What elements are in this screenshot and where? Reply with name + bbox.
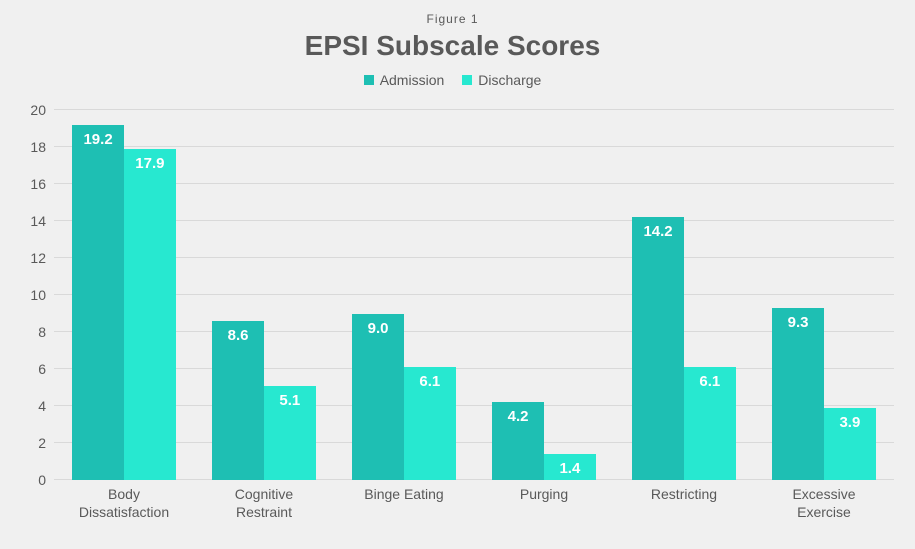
y-tick-label: 10 bbox=[14, 287, 54, 303]
bar: 8.6 bbox=[212, 321, 264, 480]
bar: 19.2 bbox=[72, 125, 124, 480]
bar: 1.4 bbox=[544, 454, 596, 480]
bar-value-label: 14.2 bbox=[632, 223, 684, 240]
bar-value-label: 6.1 bbox=[684, 373, 736, 390]
y-tick-label: 6 bbox=[14, 361, 54, 377]
y-tick-label: 16 bbox=[14, 176, 54, 192]
legend: Admission Discharge bbox=[10, 72, 895, 88]
bar-value-label: 19.2 bbox=[72, 131, 124, 148]
bar: 17.9 bbox=[124, 149, 176, 480]
bar: 4.2 bbox=[492, 402, 544, 480]
bar-value-label: 1.4 bbox=[544, 460, 596, 477]
legend-label: Discharge bbox=[478, 72, 541, 88]
y-tick-label: 4 bbox=[14, 398, 54, 414]
bar-value-label: 17.9 bbox=[124, 155, 176, 172]
bar-value-label: 6.1 bbox=[404, 373, 456, 390]
bar-value-label: 3.9 bbox=[824, 414, 876, 431]
x-axis-label: Restricting bbox=[614, 480, 754, 504]
bar-value-label: 9.0 bbox=[352, 320, 404, 337]
bar-value-label: 4.2 bbox=[492, 408, 544, 425]
plot-area: 0246810121416182019.217.9BodyDissatisfac… bbox=[54, 110, 894, 480]
bar-value-label: 8.6 bbox=[212, 327, 264, 344]
bar-value-label: 5.1 bbox=[264, 392, 316, 409]
figure-label: Figure 1 bbox=[10, 12, 895, 26]
y-tick-label: 8 bbox=[14, 324, 54, 340]
chart-title: EPSI Subscale Scores bbox=[10, 30, 895, 62]
y-tick-label: 14 bbox=[14, 213, 54, 229]
legend-swatch bbox=[462, 75, 472, 85]
bar: 6.1 bbox=[404, 367, 456, 480]
bar: 14.2 bbox=[632, 217, 684, 480]
y-tick-label: 12 bbox=[14, 250, 54, 266]
legend-item: Admission bbox=[364, 72, 445, 88]
bar-group: 9.06.1Binge Eating bbox=[334, 110, 474, 480]
y-tick-label: 2 bbox=[14, 435, 54, 451]
bar-group: 8.65.1CognitiveRestraint bbox=[194, 110, 334, 480]
chart-container: Figure 1 EPSI Subscale Scores Admission D… bbox=[0, 0, 915, 549]
bar: 6.1 bbox=[684, 367, 736, 480]
bar: 3.9 bbox=[824, 408, 876, 480]
x-axis-label: ExcessiveExercise bbox=[754, 480, 894, 521]
bar: 5.1 bbox=[264, 386, 316, 480]
legend-label: Admission bbox=[380, 72, 445, 88]
bar-group: 9.33.9ExcessiveExercise bbox=[754, 110, 894, 480]
bar-group: 4.21.4Purging bbox=[474, 110, 614, 480]
x-axis-label: Purging bbox=[474, 480, 614, 504]
bar: 9.0 bbox=[352, 314, 404, 481]
x-axis-label: BodyDissatisfaction bbox=[54, 480, 194, 521]
x-axis-label: CognitiveRestraint bbox=[194, 480, 334, 521]
bar: 9.3 bbox=[772, 308, 824, 480]
bar-group: 19.217.9BodyDissatisfaction bbox=[54, 110, 194, 480]
legend-swatch bbox=[364, 75, 374, 85]
bar-value-label: 9.3 bbox=[772, 314, 824, 331]
y-tick-label: 20 bbox=[14, 102, 54, 118]
legend-item: Discharge bbox=[462, 72, 541, 88]
bar-group: 14.26.1Restricting bbox=[614, 110, 754, 480]
y-tick-label: 0 bbox=[14, 472, 54, 488]
y-tick-label: 18 bbox=[14, 139, 54, 155]
x-axis-label: Binge Eating bbox=[334, 480, 474, 504]
